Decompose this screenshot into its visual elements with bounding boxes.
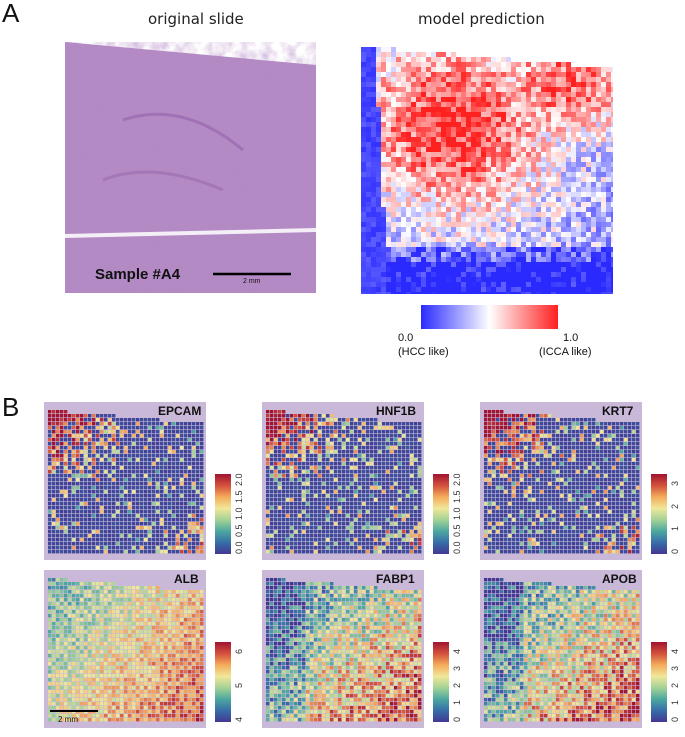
- colorbar-apob: [651, 642, 667, 722]
- gene-map-fabp1: [262, 570, 424, 728]
- colorbar-tick-alb: 6: [234, 648, 244, 654]
- colorbar-tick-fabp1: 4: [452, 648, 462, 654]
- colorbar-tick-alb: 4: [234, 716, 244, 722]
- colorbar-tick-krt7: 1: [670, 526, 680, 532]
- colorbar-tick-fabp1: 3: [452, 665, 462, 671]
- colorbar-tick-fabp1: 1: [452, 699, 462, 705]
- scale-bar-label-b: 2 mm: [58, 715, 78, 724]
- original-slide-title: original slide: [148, 10, 244, 28]
- sample-label: Sample #A4: [95, 266, 181, 283]
- colorbar-epcam: [215, 474, 231, 554]
- original-slide-image: [63, 40, 316, 293]
- gene-map-krt7: [480, 402, 642, 560]
- colorbar-tick-apob: 0: [670, 716, 680, 722]
- gene-map-hnf1b: [262, 402, 424, 560]
- gene-label-alb: ALB: [174, 572, 199, 586]
- colorbar-tick-fabp1: 0: [452, 716, 462, 722]
- colorbar-krt7: [651, 474, 667, 554]
- prediction-colorbar: [421, 305, 558, 329]
- legend-high-caption: (ICCA like): [539, 346, 592, 358]
- gene-map-alb: [44, 570, 206, 728]
- colorbar-tick-krt7: 3: [670, 480, 680, 486]
- legend-high-value: 1.0: [563, 332, 579, 344]
- colorbar-tick-hnf1b: 0.5: [452, 524, 462, 537]
- scale-bar-b: [50, 710, 98, 712]
- scale-bar-label-a: 2 mm: [243, 278, 261, 285]
- colorbar-fabp1: [433, 642, 449, 722]
- colorbar-tick-epcam: 1.5: [234, 490, 244, 503]
- colorbar-tick-epcam: 2.0: [234, 473, 244, 486]
- gene-label-apob: APOB: [602, 572, 637, 586]
- colorbar-tick-apob: 1: [670, 699, 680, 705]
- colorbar-tick-krt7: 0: [670, 548, 680, 554]
- colorbar-tick-fabp1: 2: [452, 682, 462, 688]
- gene-label-krt7: KRT7: [602, 404, 634, 418]
- gene-label-epcam: EPCAM: [158, 404, 202, 418]
- colorbar-tick-krt7: 2: [670, 503, 680, 509]
- colorbar-tick-hnf1b: 1.0: [452, 507, 462, 520]
- colorbar-hnf1b: [433, 474, 449, 554]
- colorbar-tick-apob: 4: [670, 648, 680, 654]
- colorbar-tick-apob: 2: [670, 682, 680, 688]
- colorbar-tick-hnf1b: 0.0: [452, 541, 462, 554]
- colorbar-tick-hnf1b: 2.0: [452, 473, 462, 486]
- gene-label-hnf1b: HNF1B: [376, 404, 417, 418]
- colorbar-tick-epcam: 1.0: [234, 507, 244, 520]
- model-prediction-title: model prediction: [418, 10, 545, 28]
- panel-b-letter: B: [2, 392, 20, 422]
- colorbar-tick-apob: 3: [670, 665, 680, 671]
- colorbar-alb: [215, 642, 231, 722]
- gene-map-epcam: [44, 402, 206, 560]
- gene-map-apob: [480, 570, 642, 728]
- prediction-map: [361, 42, 613, 294]
- colorbar-tick-epcam: 0.0: [234, 541, 244, 554]
- legend-low-value: 0.0: [398, 332, 414, 344]
- colorbar-tick-hnf1b: 1.5: [452, 490, 462, 503]
- gene-label-fabp1: FABP1: [376, 572, 415, 586]
- panel-a-letter: A: [2, 0, 20, 28]
- legend-low-caption: (HCC like): [398, 346, 449, 358]
- colorbar-tick-epcam: 0.5: [234, 524, 244, 537]
- colorbar-tick-alb: 5: [234, 682, 244, 688]
